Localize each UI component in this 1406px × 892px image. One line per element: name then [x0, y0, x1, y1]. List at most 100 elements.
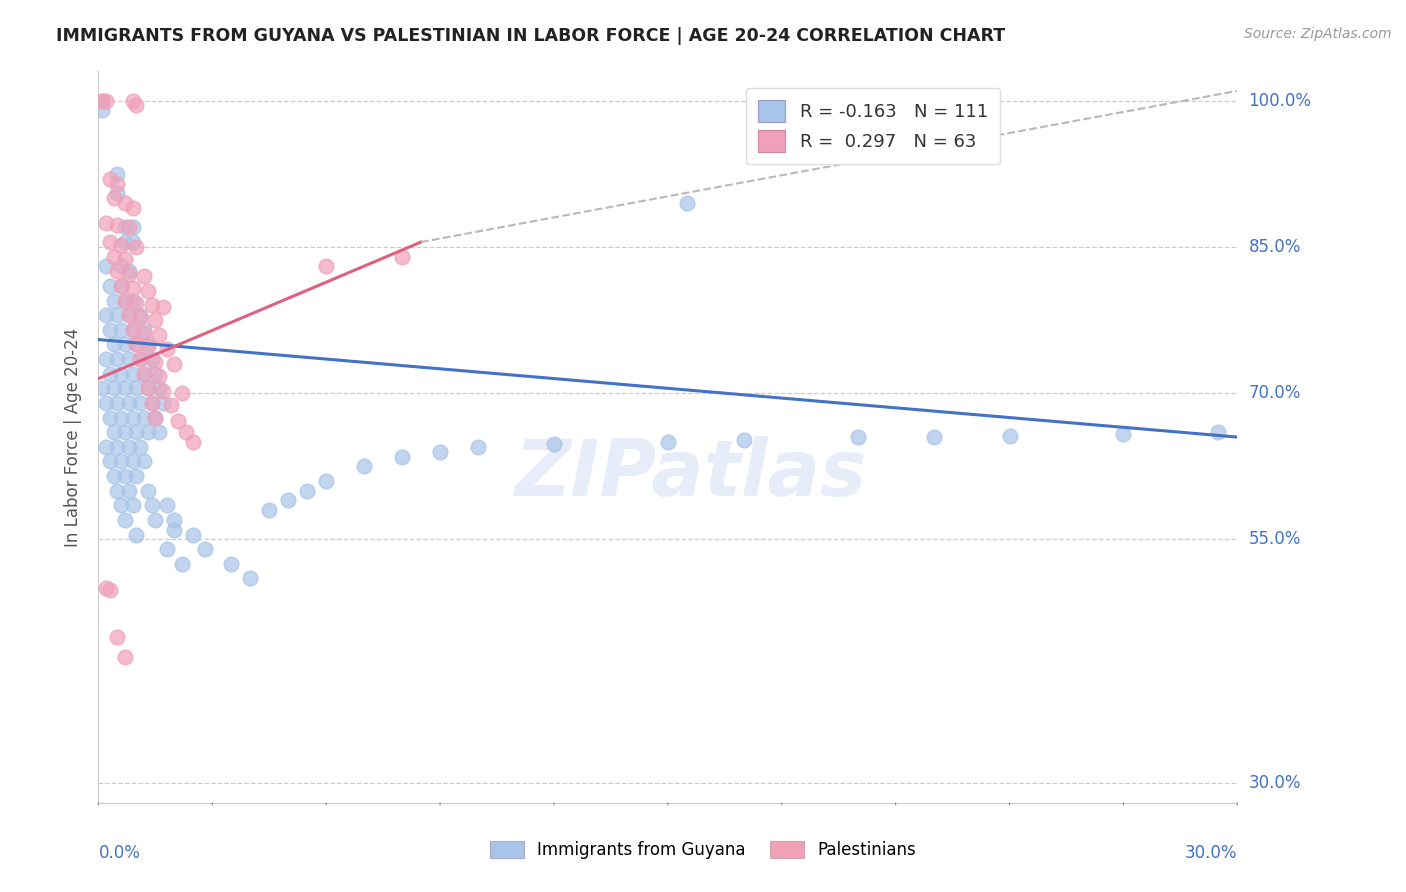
Point [145, 410, 167, 425]
Point [98, 171, 121, 186]
Point [132, 454, 155, 468]
Point [98, 454, 121, 468]
Point [152, 301, 174, 315]
Point [121, 499, 143, 513]
Point [132, 269, 155, 284]
Point [114, 235, 136, 249]
Point [94, 396, 117, 410]
Point [132, 410, 155, 425]
Point [121, 94, 143, 108]
Point [391, 450, 413, 464]
Point [114, 196, 136, 211]
Point [353, 459, 375, 474]
Point [103, 425, 125, 440]
Point [98, 279, 121, 293]
Point [194, 542, 217, 557]
Point [103, 381, 125, 395]
Point [103, 469, 125, 483]
Point [114, 381, 136, 395]
Point [922, 430, 945, 444]
Point [129, 310, 152, 325]
Point [107, 352, 129, 367]
Point [129, 352, 152, 367]
Point [159, 398, 181, 412]
Point [114, 252, 136, 266]
Point [98, 583, 121, 598]
Point [91, 381, 114, 395]
Point [121, 454, 143, 468]
Point [136, 425, 159, 440]
Point [132, 323, 155, 337]
Point [110, 238, 132, 252]
Point [121, 201, 143, 215]
Point [152, 384, 174, 399]
Point [145, 355, 167, 369]
Point [114, 220, 136, 235]
Point [676, 196, 699, 211]
Text: 100.0%: 100.0% [1249, 92, 1312, 110]
Point [121, 410, 143, 425]
Point [129, 440, 152, 454]
Point [114, 513, 136, 527]
Point [125, 240, 148, 254]
Point [132, 326, 155, 340]
Point [107, 440, 129, 454]
Point [315, 474, 337, 488]
Point [145, 410, 167, 425]
Point [277, 493, 299, 508]
Point [846, 430, 869, 444]
Point [98, 323, 121, 337]
Point [118, 396, 141, 410]
Point [91, 94, 114, 108]
Point [94, 308, 117, 322]
Point [110, 367, 132, 381]
Point [121, 293, 143, 308]
Point [125, 381, 148, 395]
Point [114, 469, 136, 483]
Text: 55.0%: 55.0% [1249, 531, 1301, 549]
Point [998, 429, 1021, 443]
Point [315, 260, 337, 274]
Point [103, 293, 125, 308]
Point [107, 177, 129, 191]
Text: 85.0%: 85.0% [1249, 238, 1301, 256]
Point [103, 191, 125, 205]
Point [733, 433, 755, 447]
Point [163, 523, 186, 537]
Point [114, 649, 136, 664]
Point [94, 440, 117, 454]
Point [136, 284, 159, 298]
Text: ZIPatlas: ZIPatlas [515, 435, 866, 512]
Point [110, 279, 132, 293]
Point [118, 267, 141, 281]
Legend: R = -0.163   N = 111, R =  0.297   N = 63: R = -0.163 N = 111, R = 0.297 N = 63 [745, 87, 1001, 164]
Point [114, 337, 136, 351]
Point [103, 337, 125, 351]
Point [91, 94, 114, 108]
Text: Source: ZipAtlas.com: Source: ZipAtlas.com [1244, 27, 1392, 41]
Point [98, 410, 121, 425]
Point [125, 527, 148, 541]
Point [118, 440, 141, 454]
Point [98, 235, 121, 249]
Point [94, 260, 117, 274]
Point [129, 396, 152, 410]
Point [114, 293, 136, 308]
Point [141, 499, 163, 513]
Point [107, 167, 129, 181]
Text: IMMIGRANTS FROM GUYANA VS PALESTINIAN IN LABOR FORCE | AGE 20-24 CORRELATION CHA: IMMIGRANTS FROM GUYANA VS PALESTINIAN IN… [56, 27, 1005, 45]
Point [125, 296, 148, 310]
Point [156, 343, 179, 357]
Point [107, 308, 129, 322]
Point [118, 220, 141, 235]
Text: 70.0%: 70.0% [1249, 384, 1301, 402]
Y-axis label: In Labor Force | Age 20-24: In Labor Force | Age 20-24 [63, 327, 82, 547]
Point [174, 425, 197, 440]
Point [110, 410, 132, 425]
Point [141, 352, 163, 367]
Point [132, 367, 155, 381]
Point [103, 250, 125, 264]
Point [107, 186, 129, 201]
Point [110, 323, 132, 337]
Text: 30.0%: 30.0% [1185, 845, 1237, 863]
